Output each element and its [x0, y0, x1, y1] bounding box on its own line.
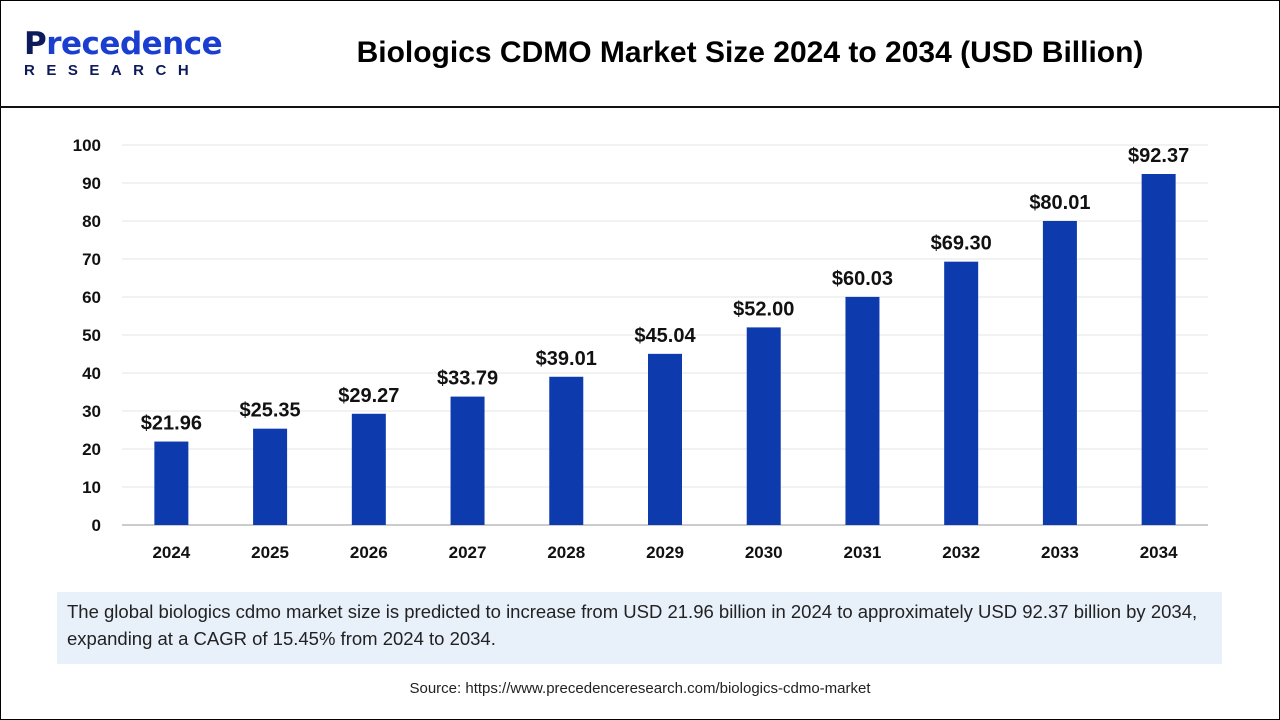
bar: [253, 428, 288, 525]
y-tick-label: 30: [82, 402, 101, 421]
data-label: $92.37: [1128, 145, 1189, 167]
y-tick-label: 60: [82, 288, 101, 307]
data-label: $69.30: [931, 233, 992, 255]
y-tick-label: 90: [82, 174, 101, 193]
y-tick-label: 100: [73, 136, 101, 155]
data-label: $52.00: [733, 298, 794, 320]
y-tick-label: 70: [82, 250, 101, 269]
y-tick-label: 20: [82, 440, 101, 459]
data-label: $29.27: [338, 385, 399, 407]
y-tick-label: 80: [82, 212, 101, 231]
y-tick-label: 0: [92, 516, 101, 535]
bar: [1141, 173, 1176, 525]
bar: [549, 376, 584, 525]
y-tick-label: 10: [82, 478, 101, 497]
data-label: $80.01: [1029, 192, 1090, 214]
x-tick-label: 2029: [646, 543, 684, 562]
x-tick-label: 2027: [449, 543, 487, 562]
bar: [351, 413, 386, 525]
x-tick-label: 2024: [152, 543, 190, 562]
x-tick-label: 2031: [844, 543, 882, 562]
data-label: $21.96: [141, 413, 202, 435]
bar: [1042, 220, 1077, 525]
bar: [450, 396, 485, 525]
chart-title: Biologics CDMO Market Size 2024 to 2034 …: [356, 36, 1144, 69]
bar: [944, 261, 979, 525]
y-tick-label: 40: [82, 364, 101, 383]
x-tick-label: 2026: [350, 543, 388, 562]
x-tick-label: 2025: [251, 543, 289, 562]
x-tick-label: 2033: [1041, 543, 1079, 562]
data-label: $25.35: [240, 400, 301, 422]
data-label: $39.01: [536, 348, 597, 370]
precedence-research-logo: Precedence RESEARCH: [24, 26, 223, 79]
description-box: The global biologics cdmo market size is…: [57, 592, 1222, 664]
x-tick-label: 2032: [942, 543, 980, 562]
x-tick-label: 2030: [745, 543, 783, 562]
data-label: $45.04: [634, 325, 696, 347]
bar: [845, 296, 880, 525]
header: Precedence RESEARCH Biologics CDMO Marke…: [0, 0, 1280, 108]
bar: [648, 353, 682, 525]
x-tick-label: 2034: [1140, 543, 1178, 562]
bar: [746, 327, 781, 525]
data-label: $33.79: [437, 368, 498, 390]
data-label: $60.03: [832, 268, 893, 290]
y-tick-label: 50: [82, 326, 101, 345]
bar: [154, 441, 189, 525]
source-text: Source: https://www.precedenceresearch.c…: [409, 680, 871, 697]
x-tick-label: 2028: [547, 543, 585, 562]
bar-chart: 0102030405060708090100$21.962024$25.3520…: [73, 136, 1208, 562]
